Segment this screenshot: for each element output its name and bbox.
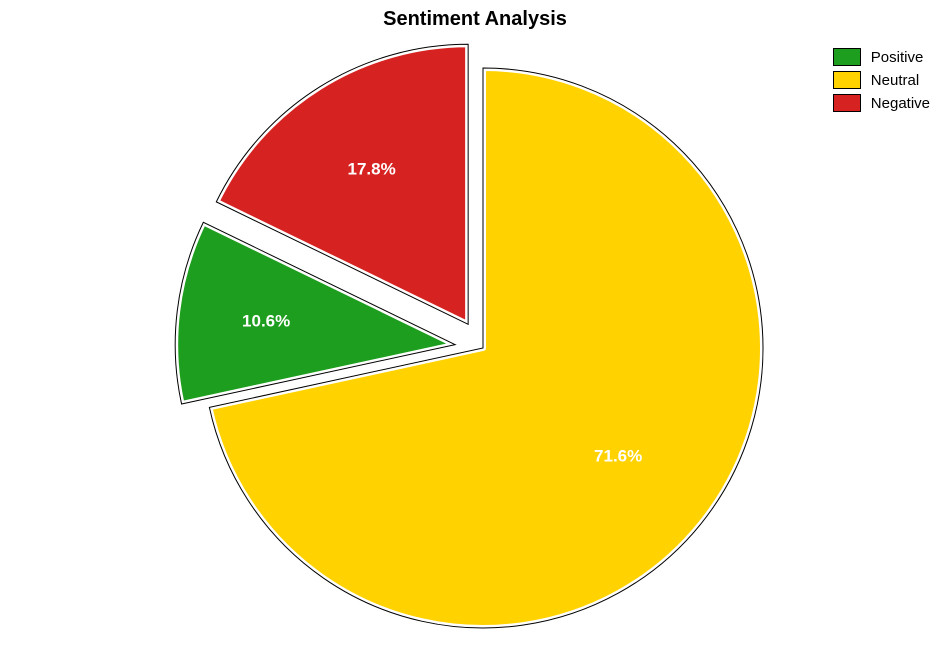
pie-label-positive: 10.6% (242, 311, 290, 330)
pie-label-neutral: 71.6% (594, 446, 642, 465)
pie-svg: 71.6% 10.6% 17.8% (0, 40, 950, 660)
pie-label-negative: 17.8% (347, 159, 395, 178)
chart-title: Sentiment Analysis (0, 8, 950, 31)
sentiment-pie-chart: Sentiment Analysis Positive Neutral Nega… (0, 0, 950, 662)
